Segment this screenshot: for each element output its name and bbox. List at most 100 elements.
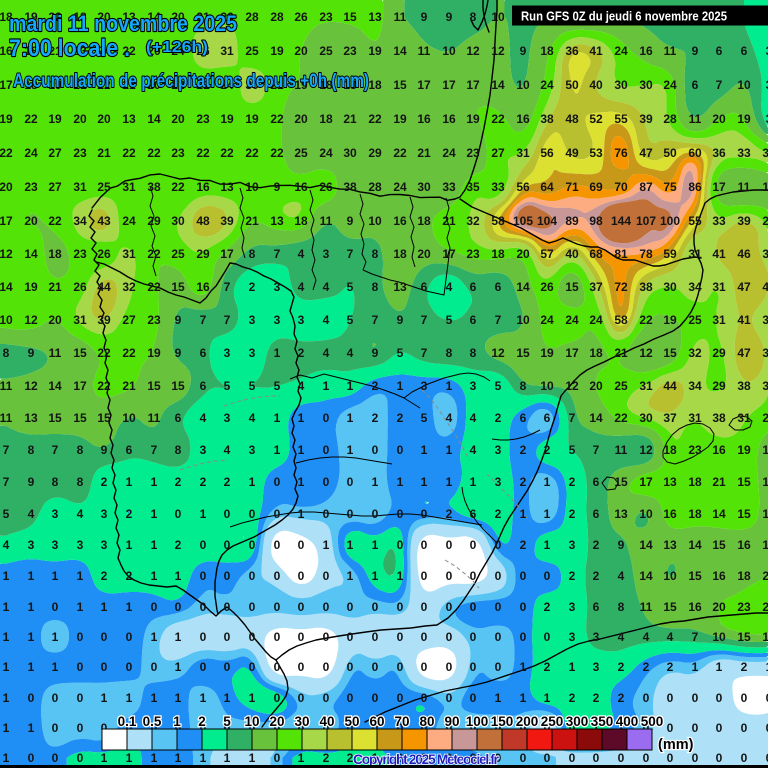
svg-text:1: 1	[298, 507, 305, 521]
svg-text:5: 5	[347, 280, 354, 294]
svg-text:4: 4	[446, 280, 453, 294]
svg-text:1: 1	[298, 411, 305, 425]
svg-text:22: 22	[270, 146, 284, 160]
svg-text:19: 19	[270, 44, 284, 58]
svg-text:1: 1	[151, 691, 158, 705]
svg-text:6: 6	[741, 44, 748, 58]
svg-text:25: 25	[171, 247, 185, 261]
svg-text:23: 23	[196, 112, 210, 126]
svg-text:21: 21	[97, 146, 111, 160]
svg-text:8: 8	[52, 475, 59, 489]
svg-text:44: 44	[663, 379, 677, 393]
svg-text:34: 34	[688, 280, 702, 294]
svg-text:15: 15	[516, 346, 530, 360]
svg-text:6: 6	[593, 600, 600, 614]
svg-text:14: 14	[589, 411, 603, 425]
svg-text:0: 0	[77, 721, 84, 735]
svg-text:60: 60	[688, 146, 702, 160]
svg-text:19: 19	[245, 112, 259, 126]
svg-text:21: 21	[73, 78, 87, 92]
svg-text:11: 11	[640, 600, 653, 614]
svg-text:17: 17	[442, 78, 456, 92]
svg-text:14: 14	[762, 180, 768, 194]
svg-text:0: 0	[716, 751, 723, 765]
svg-text:2: 2	[643, 660, 650, 674]
svg-text:25: 25	[762, 411, 768, 425]
svg-text:300: 300	[566, 714, 589, 729]
svg-text:22: 22	[639, 313, 653, 327]
svg-text:3: 3	[77, 538, 84, 552]
svg-text:18: 18	[688, 507, 702, 521]
svg-text:16: 16	[196, 180, 210, 194]
svg-text:25: 25	[245, 44, 259, 58]
svg-text:10: 10	[516, 313, 530, 327]
svg-text:39: 39	[220, 214, 234, 228]
svg-text:26: 26	[220, 10, 234, 24]
svg-text:17: 17	[0, 78, 13, 92]
svg-text:10: 10	[245, 180, 259, 194]
svg-text:0: 0	[421, 751, 428, 765]
svg-text:33: 33	[491, 180, 505, 194]
svg-text:Run GFS 0Z du jeudi 6 novembre: Run GFS 0Z du jeudi 6 novembre 2025	[521, 10, 727, 24]
svg-text:1: 1	[200, 507, 207, 521]
svg-text:20: 20	[712, 600, 726, 614]
svg-text:21: 21	[442, 214, 456, 228]
svg-text:0: 0	[52, 721, 59, 735]
svg-text:1: 1	[372, 751, 379, 765]
svg-text:0: 0	[495, 751, 502, 765]
svg-text:47: 47	[737, 346, 751, 360]
svg-text:4: 4	[323, 313, 330, 327]
svg-text:25: 25	[97, 180, 111, 194]
svg-text:0: 0	[175, 507, 182, 521]
svg-text:18: 18	[319, 112, 333, 126]
svg-text:1: 1	[347, 569, 354, 583]
svg-text:7: 7	[692, 630, 699, 644]
svg-text:400: 400	[616, 714, 639, 729]
svg-text:0: 0	[347, 691, 354, 705]
svg-text:0: 0	[249, 538, 256, 552]
svg-text:0: 0	[470, 630, 477, 644]
svg-text:0: 0	[372, 507, 379, 521]
svg-text:9: 9	[28, 346, 35, 360]
svg-text:22: 22	[196, 146, 210, 160]
svg-text:2: 2	[520, 475, 527, 489]
svg-text:11: 11	[0, 379, 13, 393]
svg-text:24: 24	[393, 180, 407, 194]
svg-text:16: 16	[688, 600, 702, 614]
svg-text:11: 11	[738, 180, 751, 194]
svg-text:1: 1	[470, 475, 477, 489]
svg-text:144: 144	[611, 214, 631, 228]
svg-text:1: 1	[520, 660, 527, 674]
svg-text:0: 0	[741, 721, 748, 735]
svg-text:49: 49	[565, 146, 579, 160]
svg-text:0: 0	[298, 569, 305, 583]
svg-text:104: 104	[537, 214, 557, 228]
svg-text:1: 1	[544, 538, 551, 552]
svg-text:23: 23	[73, 44, 87, 58]
svg-text:0: 0	[667, 691, 674, 705]
svg-text:16: 16	[712, 569, 726, 583]
svg-text:0: 0	[200, 630, 207, 644]
svg-text:13: 13	[393, 280, 407, 294]
svg-text:4: 4	[323, 346, 330, 360]
svg-text:0: 0	[52, 691, 59, 705]
svg-text:1: 1	[397, 569, 404, 583]
svg-text:20: 20	[24, 214, 38, 228]
svg-text:15: 15	[663, 346, 677, 360]
svg-text:37: 37	[663, 411, 677, 425]
svg-text:24: 24	[565, 313, 579, 327]
svg-text:24: 24	[24, 146, 38, 160]
svg-text:0: 0	[544, 751, 551, 765]
svg-text:7: 7	[716, 78, 723, 92]
svg-text:19: 19	[24, 10, 38, 24]
svg-text:21: 21	[196, 10, 210, 24]
svg-text:58: 58	[614, 313, 628, 327]
svg-text:1: 1	[249, 691, 256, 705]
svg-text:7: 7	[3, 475, 10, 489]
svg-text:1: 1	[249, 475, 256, 489]
svg-text:0: 0	[397, 660, 404, 674]
svg-text:20: 20	[516, 247, 530, 261]
svg-text:41: 41	[737, 313, 751, 327]
svg-text:20: 20	[147, 44, 161, 58]
svg-text:18: 18	[688, 475, 702, 489]
